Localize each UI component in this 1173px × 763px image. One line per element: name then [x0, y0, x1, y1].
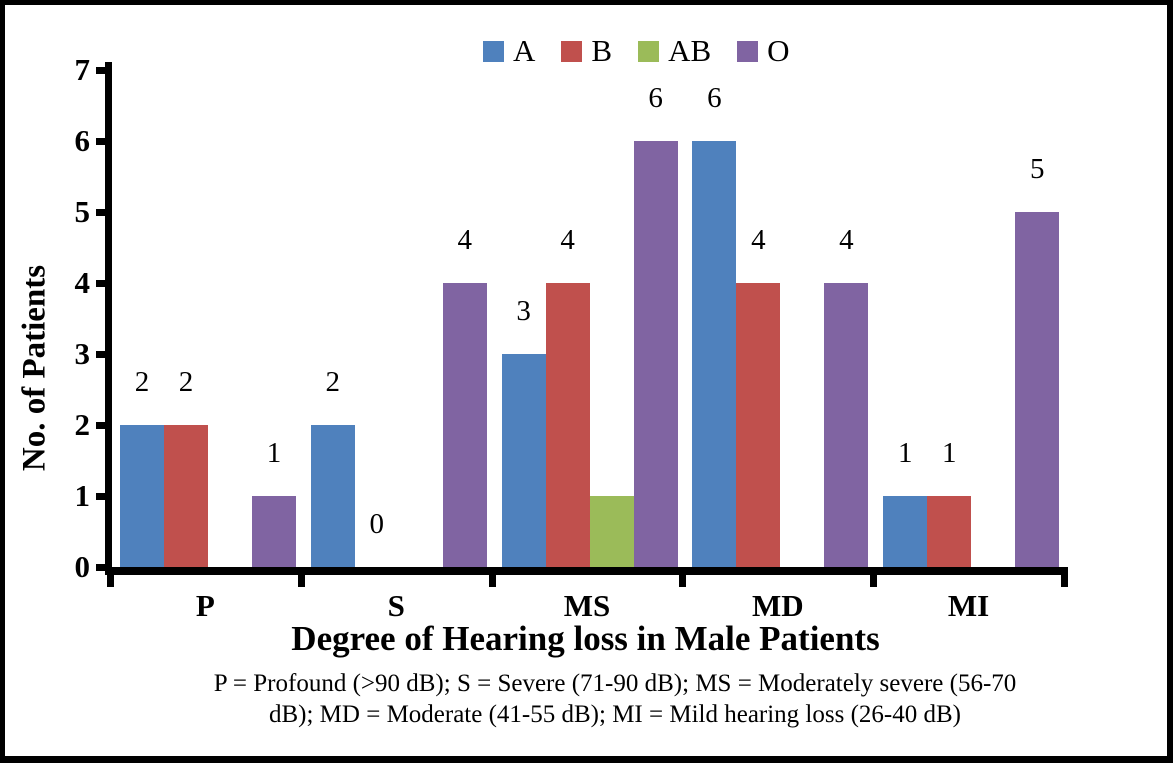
x-axis-tick [297, 567, 305, 587]
y-tick-label-4: 4 [74, 265, 91, 300]
caption: P = Profound (>90 dB); S = Severe (71-90… [60, 668, 1167, 730]
x-axis-tick [1061, 567, 1068, 587]
bar-label-A-MS: 3 [516, 295, 531, 327]
y-tick-label-2: 2 [74, 407, 91, 442]
bar-A-MS [501, 354, 546, 567]
bar-label-B-S: 0 [369, 508, 385, 540]
bar-A-P [120, 425, 164, 567]
bar-O-MI [1015, 212, 1060, 567]
bar-label-B-MI: 1 [941, 437, 957, 469]
y-axis-tick [96, 209, 112, 216]
bar-B-MI [927, 496, 972, 567]
bar-A-MD [692, 141, 737, 567]
x-category-label-MI: MI [947, 588, 990, 623]
caption-line-1: P = Profound (>90 dB); S = Severe (71-90… [213, 670, 1017, 697]
bar-O-S [442, 283, 487, 567]
y-axis-tick [96, 138, 112, 145]
legend-item-O: O [737, 33, 790, 69]
legend-swatch-B [561, 40, 583, 62]
legend-label-B: B [591, 33, 613, 68]
y-axis-tick [96, 351, 112, 358]
bar-label-A-S: 2 [325, 366, 341, 398]
y-axis-tick [96, 564, 112, 571]
bar-A-S [310, 425, 355, 567]
legend-item-A: A [483, 33, 535, 69]
legend-swatch-A [483, 40, 504, 62]
bar-label-B-P: 2 [178, 366, 194, 398]
legend-label-A: A [513, 33, 536, 68]
bar-label-O-MD: 4 [839, 224, 854, 256]
y-axis-line [105, 62, 112, 575]
x-axis-tick [107, 567, 114, 587]
y-tick-label-7: 7 [74, 52, 91, 87]
y-tick-label-5: 5 [74, 194, 91, 229]
legend-label-AB: AB [668, 33, 712, 68]
bar-label-B-MD: 4 [751, 224, 766, 256]
y-axis-title: No. of Patients [16, 264, 53, 472]
bar-A-MI [883, 496, 928, 567]
legend-label-O: O [767, 33, 790, 68]
legend-item-AB: AB [638, 33, 711, 69]
bar-label-A-MI: 1 [897, 437, 913, 469]
bar-AB-MS [589, 496, 634, 567]
y-axis-tick [96, 493, 112, 500]
bar-label-O-MI: 5 [1029, 153, 1045, 185]
bar-B-P [164, 425, 208, 567]
bar-B-MS [545, 283, 590, 567]
legend-item-B: B [561, 33, 612, 69]
bar-O-P [252, 496, 296, 567]
x-axis-tick [870, 567, 878, 587]
bar-O-MD [824, 283, 869, 567]
y-tick-label-0: 0 [74, 549, 91, 584]
x-category-label-P: P [195, 588, 215, 623]
y-tick-label-1: 1 [74, 478, 91, 513]
x-category-label-S: S [387, 588, 405, 623]
x-axis-tick [679, 567, 687, 587]
x-axis-line [105, 567, 1068, 575]
bar-label-O-P: 1 [266, 437, 282, 469]
x-category-label-MS: MS [563, 588, 611, 623]
bar-label-O-MS: 6 [648, 82, 663, 114]
legend-swatch-O [737, 40, 759, 62]
bar-label-A-P: 2 [134, 366, 150, 398]
bar-B-MD [736, 283, 781, 567]
y-axis-tick [96, 67, 112, 74]
x-category-label-MD: MD [751, 588, 804, 623]
y-axis-tick [96, 422, 112, 429]
x-axis-title: Degree of Hearing loss in Male Patients [291, 619, 880, 658]
bar-label-B-MS: 4 [560, 224, 575, 256]
x-axis-tick [488, 567, 496, 587]
caption-line-2: dB); MD = Moderate (41-55 dB); MI = Mild… [268, 701, 961, 728]
bar-label-O-S: 4 [457, 224, 473, 256]
y-axis-tick [96, 280, 112, 287]
y-tick-label-3: 3 [74, 336, 91, 371]
legend-swatch-AB [638, 40, 660, 62]
bar-label-A-MD: 6 [707, 82, 722, 114]
bar-O-MS [633, 141, 678, 567]
legend: A B AB O [483, 33, 790, 69]
y-tick-label-6: 6 [74, 123, 91, 158]
